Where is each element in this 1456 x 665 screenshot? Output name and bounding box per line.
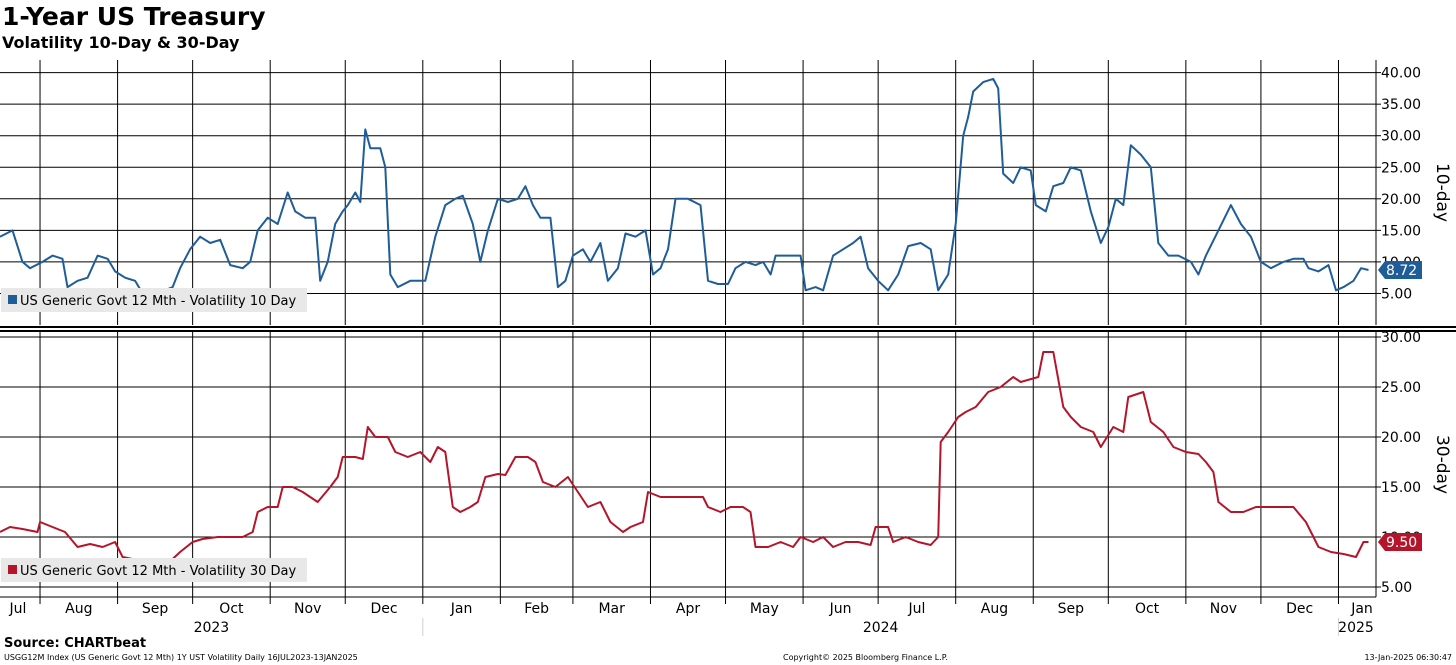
top-last-value-label: 8.72	[1386, 263, 1417, 279]
x-month-label: Jan	[450, 601, 473, 617]
top-legend-label: US Generic Govt 12 Mth - Volatility 10 D…	[20, 294, 296, 309]
x-month-label: Nov	[294, 601, 321, 617]
bottom-y-tick-label: 30.00	[1381, 330, 1421, 346]
bottom-y-tick-label: 25.00	[1381, 380, 1421, 396]
top-y-tick-label: 35.00	[1381, 97, 1421, 113]
x-month-label: Sep	[1058, 601, 1085, 617]
bottom-axis-title: 30-day	[1432, 435, 1452, 494]
top-axis-title: 10-day	[1432, 163, 1452, 222]
bottom-legend-swatch	[8, 565, 17, 574]
x-month-label: Feb	[524, 601, 549, 617]
x-month-label: Jul	[907, 601, 925, 617]
bottom-last-value-marker	[1378, 533, 1422, 551]
x-month-label: Jul	[9, 601, 27, 617]
source-note: Source: CHARTbeat	[4, 636, 147, 651]
top-legend-box	[1, 288, 307, 312]
top-y-tick-label: 5.00	[1381, 286, 1412, 302]
chart-subtitle: Volatility 10-Day & 30-Day	[2, 33, 240, 52]
chart-title: 1-Year US Treasury	[2, 2, 266, 31]
x-month-label: Aug	[981, 601, 1008, 617]
bottom-y-tick-label: 5.00	[1381, 580, 1412, 596]
top-series-line	[0, 77, 1369, 295]
x-month-label: Oct	[1135, 601, 1160, 617]
x-month-label: Jun	[829, 601, 852, 617]
x-month-label: Dec	[370, 601, 397, 617]
x-month-label: Aug	[65, 601, 92, 617]
x-year-label: 2023	[194, 620, 230, 636]
top-y-tick-label: 30.00	[1381, 129, 1421, 145]
bottom-y-tick-label: 20.00	[1381, 430, 1421, 446]
top-last-value-marker	[1378, 260, 1422, 279]
top-y-tick-label: 25.00	[1381, 160, 1421, 176]
bottom-last-value-label: 9.50	[1386, 535, 1417, 551]
top-y-tick-label: 15.00	[1381, 223, 1421, 239]
x-month-label: Nov	[1210, 601, 1237, 617]
footer-timestamp: 13-Jan-2025 06:30:47	[1364, 653, 1452, 662]
footer-index-description: USGG12M Index (US Generic Govt 12 Mth) 1…	[4, 653, 358, 662]
x-month-label: May	[750, 601, 779, 617]
bottom-y-tick-label: 15.00	[1381, 480, 1421, 496]
x-month-label: Oct	[219, 601, 244, 617]
x-month-label: Jan	[1350, 601, 1373, 617]
bottom-legend-box	[1, 558, 307, 582]
bottom-series-line	[0, 351, 1369, 563]
x-month-label: Sep	[142, 601, 169, 617]
x-year-label: 2025	[1338, 620, 1374, 636]
x-year-label: 2024	[863, 620, 899, 636]
top-y-tick-label: 20.00	[1381, 192, 1421, 208]
top-y-tick-label: 40.00	[1381, 66, 1421, 82]
x-month-label: Apr	[676, 601, 700, 617]
top-legend-swatch	[8, 295, 17, 304]
footer-copyright: Copyright© 2025 Bloomberg Finance L.P.	[783, 653, 948, 662]
x-month-label: Dec	[1286, 601, 1313, 617]
bottom-legend-label: US Generic Govt 12 Mth - Volatility 30 D…	[20, 564, 296, 579]
x-month-label: Mar	[598, 601, 625, 617]
